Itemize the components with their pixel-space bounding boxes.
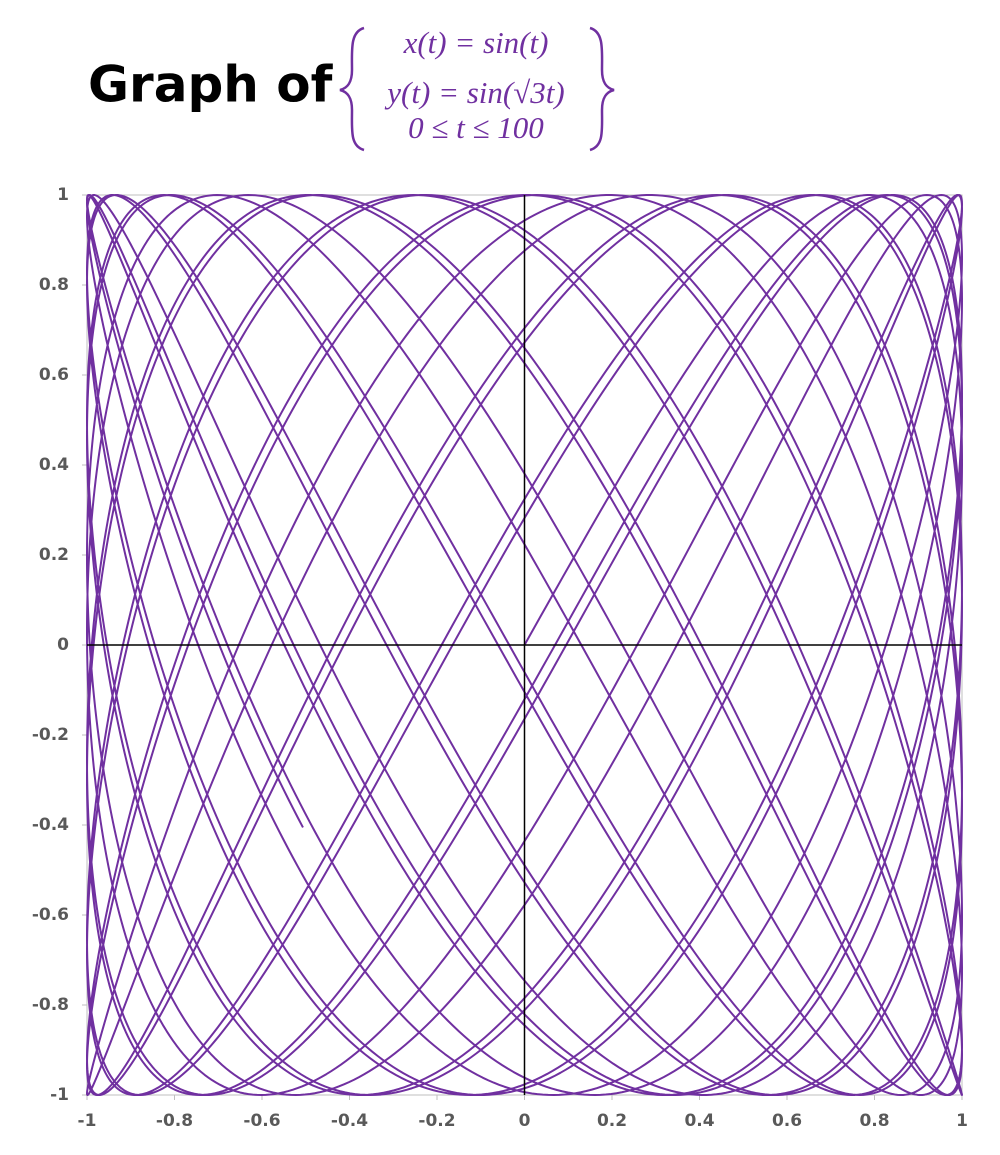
x-tick-label: -0.8 <box>156 1111 193 1131</box>
curve <box>86 194 963 1096</box>
equation: y(t) = sin(√3t) <box>384 75 564 110</box>
y-tick-label: 0.6 <box>39 365 69 385</box>
y-tick-label: 0.2 <box>39 545 69 565</box>
x-tick-label: 0.2 <box>597 1111 627 1131</box>
y-tick-label: -0.8 <box>32 995 69 1015</box>
x-tick-label: 0.4 <box>684 1111 714 1131</box>
x-tick-label: 0 <box>519 1111 531 1131</box>
x-tick-label: -0.6 <box>243 1111 280 1131</box>
y-tick-label: 0.8 <box>39 275 69 295</box>
y-tick-label: -0.2 <box>32 725 69 745</box>
equation: x(t) = sin(t) <box>403 25 549 60</box>
equation: 0 ≤ t ≤ 100 <box>408 110 544 145</box>
x-tick-label: 1 <box>956 1111 968 1131</box>
left-brace <box>339 26 365 152</box>
right-brace <box>589 26 615 152</box>
y-tick-label: 1 <box>57 185 69 205</box>
x-tick-label: -1 <box>78 1111 97 1131</box>
x-tick-label: -0.2 <box>418 1111 455 1131</box>
y-tick-label: -0.6 <box>32 905 69 925</box>
y-tick-label: -1 <box>50 1085 69 1105</box>
chart-title: Graph of <box>88 56 334 114</box>
y-tick-label: 0 <box>57 635 69 655</box>
x-tick-label: 0.8 <box>859 1111 889 1131</box>
x-tick-label: -0.4 <box>331 1111 368 1131</box>
y-tick-label: -0.4 <box>32 815 69 835</box>
y-tick-label: 0.4 <box>39 455 69 475</box>
x-tick-label: 0.6 <box>772 1111 802 1131</box>
